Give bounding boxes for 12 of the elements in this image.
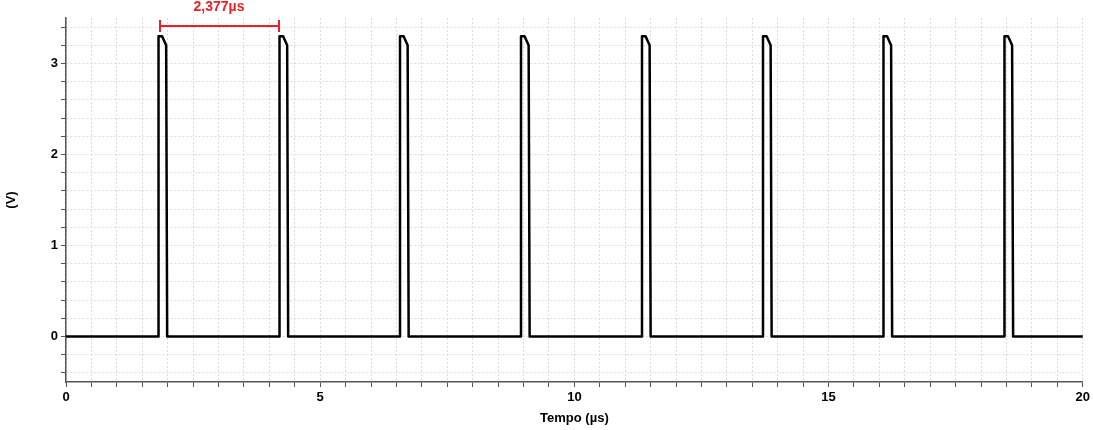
y-tick-label: 1 [50, 237, 58, 253]
x-tick-label: 0 [62, 389, 70, 405]
x-tick-label: 15 [821, 389, 836, 405]
text: 2,377µs [193, 0, 245, 14]
x-tick-label: 5 [316, 389, 324, 405]
y-tick-label: 2 [50, 146, 58, 162]
x-axis-title: Tempo (µs) [540, 409, 609, 425]
y-tick-label: 0 [50, 328, 58, 344]
x-tick-label: 20 [1075, 389, 1090, 405]
x-tick-label: 10 [567, 389, 582, 405]
y-tick-label: 3 [50, 55, 58, 71]
y-axis-title: (V) [3, 191, 19, 209]
